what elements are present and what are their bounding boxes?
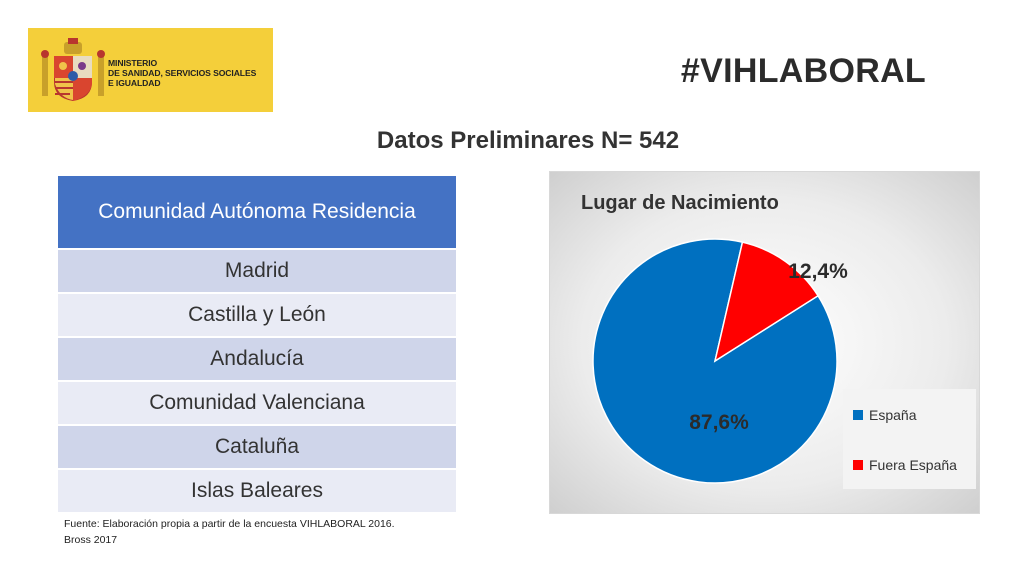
table-row: Castilla y León: [58, 293, 456, 338]
source-note: Fuente: Elaboración propia a partir de l…: [64, 516, 395, 548]
page-subtitle: Datos Preliminares N= 542: [0, 127, 1024, 155]
legend-item: Fuera España: [853, 457, 957, 473]
table-cell: Madrid: [58, 249, 456, 294]
chart-title: Lugar de Nacimiento: [581, 192, 779, 214]
ministry-line-2: DE SANIDAD, SERVICIOS SOCIALES: [108, 68, 257, 78]
ministry-name: MINISTERIO DE SANIDAD, SERVICIOS SOCIALE…: [108, 58, 270, 88]
ministry-line-1: MINISTERIO: [108, 58, 158, 68]
table-header: Comunidad Autónoma Residencia: [58, 176, 456, 250]
pie-data-label-1: 12,4%: [788, 260, 848, 283]
ministry-logo: MINISTERIO DE SANIDAD, SERVICIOS SOCIALE…: [28, 28, 273, 112]
coat-of-arms-icon: [41, 38, 105, 101]
ministry-line-3: E IGUALDAD: [108, 78, 161, 88]
legend-item: España: [853, 407, 916, 423]
table-cell: Islas Baleares: [58, 469, 456, 514]
source-line-2: Bross 2017: [64, 534, 118, 546]
table-cell: Cataluña: [58, 425, 456, 470]
chart-legend: España Fuera España: [843, 389, 976, 489]
source-line-1: Fuente: Elaboración propia a partir de l…: [64, 518, 395, 530]
legend-label: Fuera España: [869, 457, 957, 473]
table-row: Comunidad Valenciana: [58, 381, 456, 426]
pie-chart-panel: Lugar de Nacimiento 87,6% 12,4% España Fu…: [549, 171, 980, 514]
table-row: Islas Baleares: [58, 469, 456, 514]
table-row: Cataluña: [58, 425, 456, 470]
legend-label: España: [869, 407, 917, 423]
legend-swatch-1: [853, 460, 863, 470]
table-row: Andalucía: [58, 337, 456, 382]
legend-swatch-0: [853, 410, 863, 420]
pie-chart: 87,6% 12,4%: [592, 238, 848, 484]
pie-slice-1: [713, 241, 820, 363]
hashtag-title: #VIHLABORAL: [680, 52, 926, 90]
region-table: Comunidad Autónoma Residencia Madrid Cas…: [58, 176, 456, 514]
table-cell: Andalucía: [58, 337, 456, 382]
table-cell: Comunidad Valenciana: [58, 381, 456, 426]
subtitle-text: Datos Preliminares N= 542: [376, 127, 680, 154]
table-cell: Castilla y León: [58, 293, 456, 338]
table-row: Madrid: [58, 249, 456, 294]
pie-data-label-0: 87,6%: [689, 411, 749, 434]
